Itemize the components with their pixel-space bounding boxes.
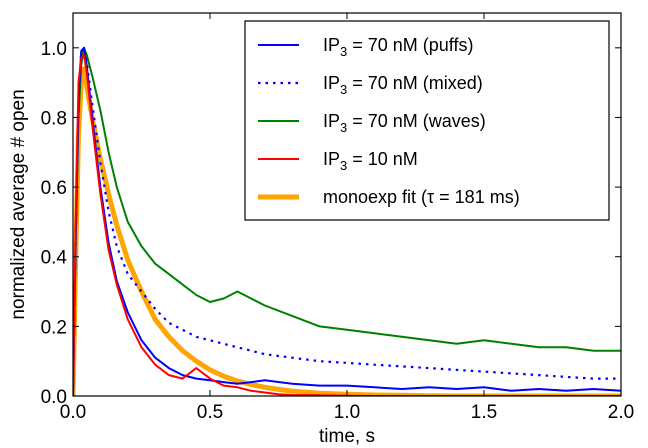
x-tick-label: 1.5 <box>471 402 497 423</box>
series-layer <box>73 46 621 396</box>
legend-label-rest: = 70 nM (waves) <box>347 111 486 131</box>
y-axis-label: normalized average # open <box>8 89 29 319</box>
legend-label-subscript: 3 <box>340 120 347 135</box>
y-tick-label: 0.2 <box>41 317 67 338</box>
y-tick-label: 0.0 <box>41 387 67 408</box>
legend-label-main: IP <box>323 73 340 93</box>
legend-label-rest: = 70 nM (puffs) <box>347 35 473 55</box>
legend-label-rest: = 70 nM (mixed) <box>347 73 483 93</box>
legend-label-main: monoexp fit (τ = 181 ms) <box>323 187 520 207</box>
y-tick-label: 0.4 <box>41 248 68 269</box>
y-tick-label: 0.8 <box>41 108 67 129</box>
legend-label: IP3 = 70 nM (puffs) <box>323 35 473 59</box>
legend-label: IP3 = 10 nM <box>323 149 418 173</box>
x-tick-label: 0.5 <box>197 402 223 423</box>
legend-label-main: IP <box>323 35 340 55</box>
legend-label-main: IP <box>323 111 340 131</box>
legend: IP3 = 70 nM (puffs)IP3 = 70 nM (mixed)IP… <box>244 20 610 221</box>
tick-layer: 0.0 0.5 1.0 1.5 2.0 0.0 0.2 0.4 0.6 0.8 1.0 <box>41 13 634 423</box>
y-tick-label: 1.0 <box>41 39 67 60</box>
legend-label: monoexp fit (τ = 181 ms) <box>323 187 520 207</box>
x-tick-label: 1.0 <box>334 402 360 423</box>
legend-box <box>244 20 610 221</box>
legend-label-subscript: 3 <box>340 158 347 173</box>
legend-label-subscript: 3 <box>340 44 347 59</box>
x-tick-label: 0.0 <box>60 402 86 423</box>
legend-label-rest: = 10 nM <box>347 149 418 169</box>
legend-label-subscript: 3 <box>340 82 347 97</box>
x-axis-label: time, s <box>319 426 375 447</box>
series-line-2 <box>73 46 621 396</box>
legend-label-main: IP <box>323 149 340 169</box>
legend-label: IP3 = 70 nM (waves) <box>323 111 486 135</box>
legend-label: IP3 = 70 nM (mixed) <box>323 73 483 97</box>
y-tick-label: 0.6 <box>41 178 67 199</box>
x-tick-label: 2.0 <box>608 402 634 423</box>
series-line-3 <box>73 53 621 396</box>
